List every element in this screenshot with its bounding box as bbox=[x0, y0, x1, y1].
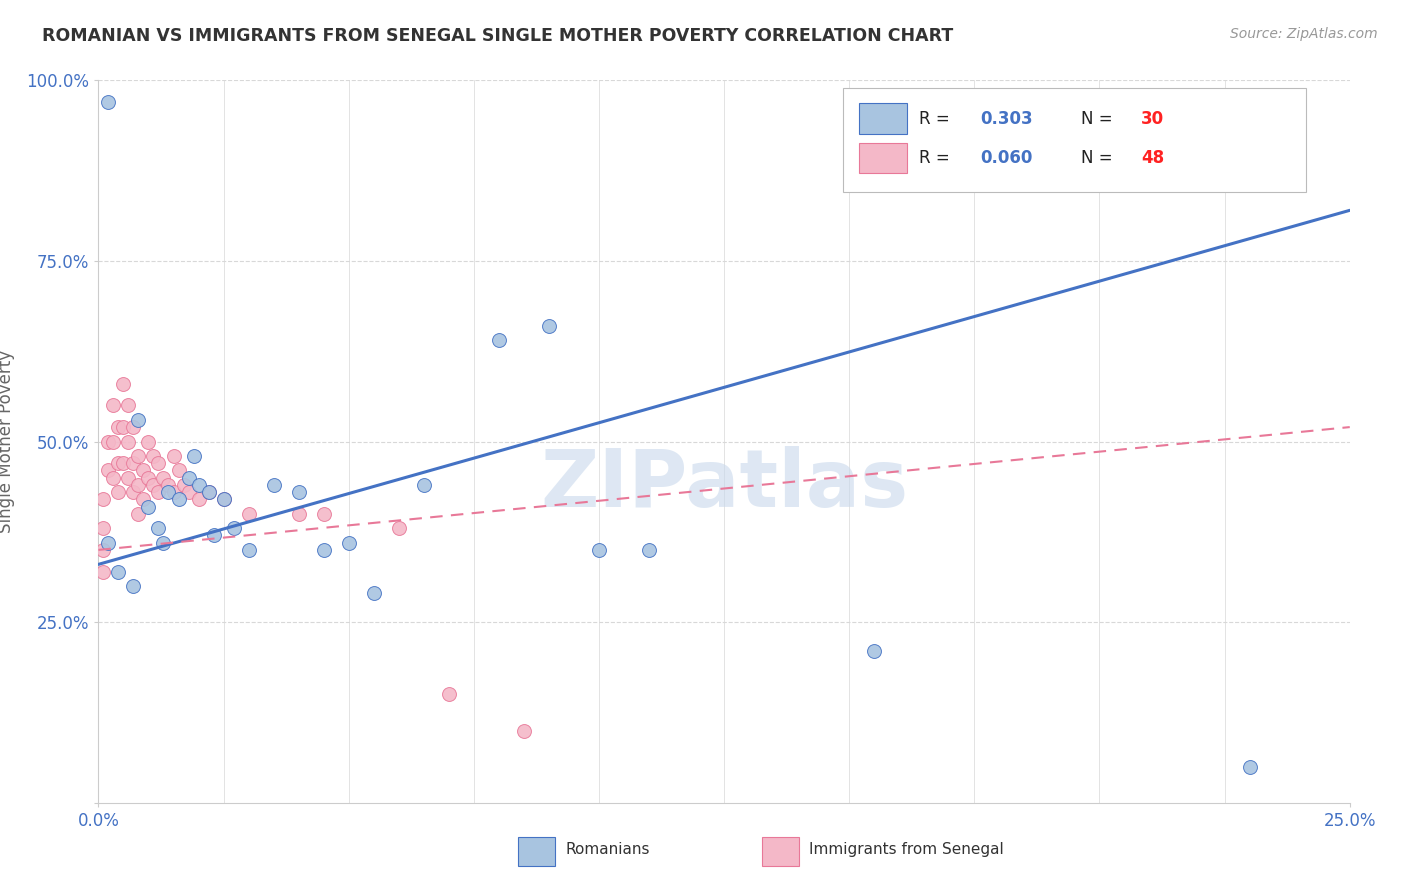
Point bbox=[107, 420, 129, 434]
Point bbox=[112, 420, 135, 434]
Text: Source: ZipAtlas.com: Source: ZipAtlas.com bbox=[1230, 27, 1378, 41]
Point bbox=[287, 485, 309, 500]
Point bbox=[263, 478, 285, 492]
Point bbox=[488, 334, 510, 348]
Point bbox=[173, 478, 195, 492]
Point bbox=[212, 492, 235, 507]
Point bbox=[197, 485, 219, 500]
Point bbox=[122, 420, 145, 434]
Text: Immigrants from Senegal: Immigrants from Senegal bbox=[810, 842, 1004, 857]
Point bbox=[142, 449, 165, 463]
Point bbox=[537, 318, 560, 333]
Point bbox=[238, 507, 260, 521]
Point bbox=[97, 434, 120, 449]
Point bbox=[93, 521, 115, 535]
Bar bbox=[859, 143, 907, 173]
Point bbox=[132, 463, 155, 477]
Point bbox=[197, 485, 219, 500]
Point bbox=[97, 463, 120, 477]
Point bbox=[138, 434, 160, 449]
Point bbox=[103, 434, 125, 449]
Point bbox=[148, 521, 170, 535]
Point bbox=[138, 500, 160, 514]
Point bbox=[103, 398, 125, 412]
Point bbox=[142, 478, 165, 492]
Point bbox=[122, 485, 145, 500]
Text: 0.303: 0.303 bbox=[980, 110, 1033, 128]
Point bbox=[148, 485, 170, 500]
Point bbox=[337, 535, 360, 549]
FancyBboxPatch shape bbox=[844, 87, 1306, 193]
Point bbox=[127, 478, 149, 492]
Point bbox=[638, 542, 661, 557]
Point bbox=[177, 485, 200, 500]
Point bbox=[112, 376, 135, 391]
Text: Romanians: Romanians bbox=[565, 842, 650, 857]
Point bbox=[513, 723, 536, 738]
Point bbox=[187, 492, 209, 507]
Bar bbox=[762, 837, 799, 865]
Text: 48: 48 bbox=[1140, 149, 1164, 168]
Bar bbox=[859, 103, 907, 134]
Point bbox=[183, 449, 205, 463]
Text: N =: N = bbox=[1081, 149, 1118, 168]
Point bbox=[93, 542, 115, 557]
Text: N =: N = bbox=[1081, 110, 1118, 128]
Point bbox=[127, 449, 149, 463]
Point bbox=[287, 507, 309, 521]
Point bbox=[122, 579, 145, 593]
Text: R =: R = bbox=[920, 110, 955, 128]
Text: 0.060: 0.060 bbox=[980, 149, 1033, 168]
Text: 30: 30 bbox=[1140, 110, 1164, 128]
Point bbox=[112, 456, 135, 470]
Point bbox=[152, 535, 174, 549]
Point bbox=[93, 565, 115, 579]
Point bbox=[238, 542, 260, 557]
Point bbox=[117, 398, 139, 412]
Point bbox=[107, 565, 129, 579]
Point bbox=[167, 463, 190, 477]
Point bbox=[363, 586, 385, 600]
Point bbox=[157, 478, 180, 492]
Point bbox=[312, 507, 335, 521]
Point bbox=[132, 492, 155, 507]
Point bbox=[157, 485, 180, 500]
Point bbox=[863, 644, 886, 658]
Text: ZIPatlas: ZIPatlas bbox=[540, 446, 908, 524]
Point bbox=[148, 456, 170, 470]
Y-axis label: Single Mother Poverty: Single Mother Poverty bbox=[0, 350, 15, 533]
Point bbox=[93, 492, 115, 507]
Point bbox=[107, 456, 129, 470]
Point bbox=[187, 478, 209, 492]
Point bbox=[588, 542, 610, 557]
Point bbox=[412, 478, 434, 492]
Point bbox=[107, 485, 129, 500]
Point bbox=[212, 492, 235, 507]
Point bbox=[167, 492, 190, 507]
Point bbox=[127, 507, 149, 521]
Point bbox=[437, 687, 460, 701]
Point bbox=[177, 470, 200, 484]
Point bbox=[222, 521, 245, 535]
Point bbox=[388, 521, 411, 535]
Point bbox=[97, 535, 120, 549]
Text: R =: R = bbox=[920, 149, 955, 168]
Point bbox=[152, 470, 174, 484]
Point bbox=[138, 470, 160, 484]
Point bbox=[202, 528, 225, 542]
Text: ROMANIAN VS IMMIGRANTS FROM SENEGAL SINGLE MOTHER POVERTY CORRELATION CHART: ROMANIAN VS IMMIGRANTS FROM SENEGAL SING… bbox=[42, 27, 953, 45]
Bar bbox=[517, 837, 555, 865]
Point bbox=[122, 456, 145, 470]
Point bbox=[162, 485, 184, 500]
Point bbox=[1239, 760, 1261, 774]
Point bbox=[117, 434, 139, 449]
Point bbox=[103, 470, 125, 484]
Point bbox=[117, 470, 139, 484]
Point bbox=[312, 542, 335, 557]
Point bbox=[97, 95, 120, 109]
Point bbox=[162, 449, 184, 463]
Point bbox=[127, 413, 149, 427]
